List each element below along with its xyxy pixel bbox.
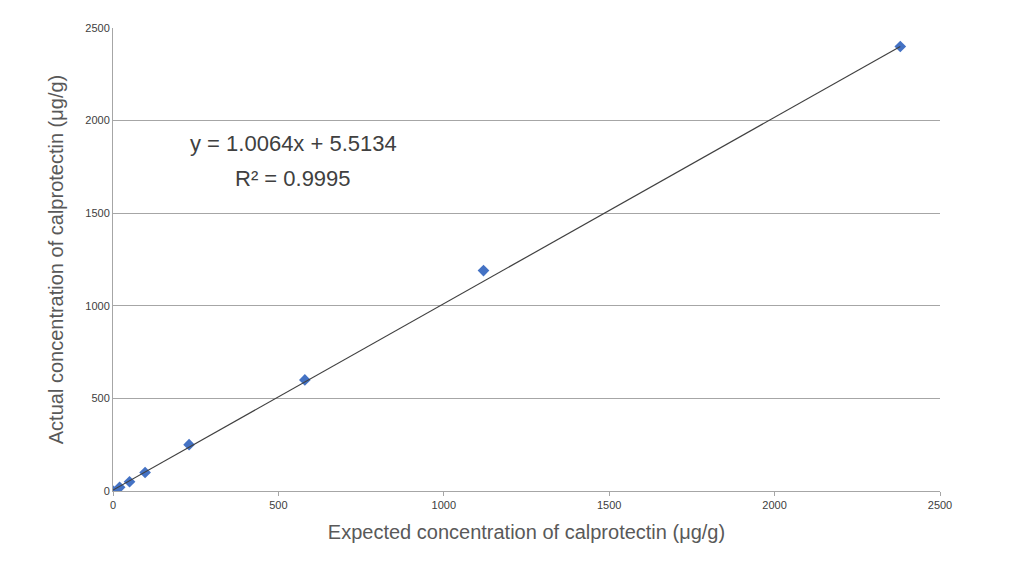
svg-text:1000: 1000 [432, 499, 456, 511]
svg-text:2000: 2000 [762, 499, 786, 511]
svg-text:Expected concentration of calp: Expected concentration of calprotectin (… [328, 521, 725, 543]
svg-text:R² = 0.9995: R² = 0.9995 [235, 166, 351, 191]
svg-text:2500: 2500 [85, 22, 109, 34]
svg-text:1000: 1000 [85, 300, 109, 312]
svg-text:1500: 1500 [85, 207, 109, 219]
svg-text:Actual concentration of calpro: Actual concentration of calprotectin (μg… [45, 75, 67, 445]
svg-text:1500: 1500 [597, 499, 621, 511]
svg-text:0: 0 [104, 485, 110, 497]
svg-text:y = 1.0064x + 5.5134: y = 1.0064x + 5.5134 [190, 131, 397, 156]
svg-text:2000: 2000 [85, 114, 109, 126]
svg-text:0: 0 [110, 499, 116, 511]
svg-text:500: 500 [269, 499, 287, 511]
svg-text:2500: 2500 [928, 499, 952, 511]
svg-text:500: 500 [91, 392, 109, 404]
